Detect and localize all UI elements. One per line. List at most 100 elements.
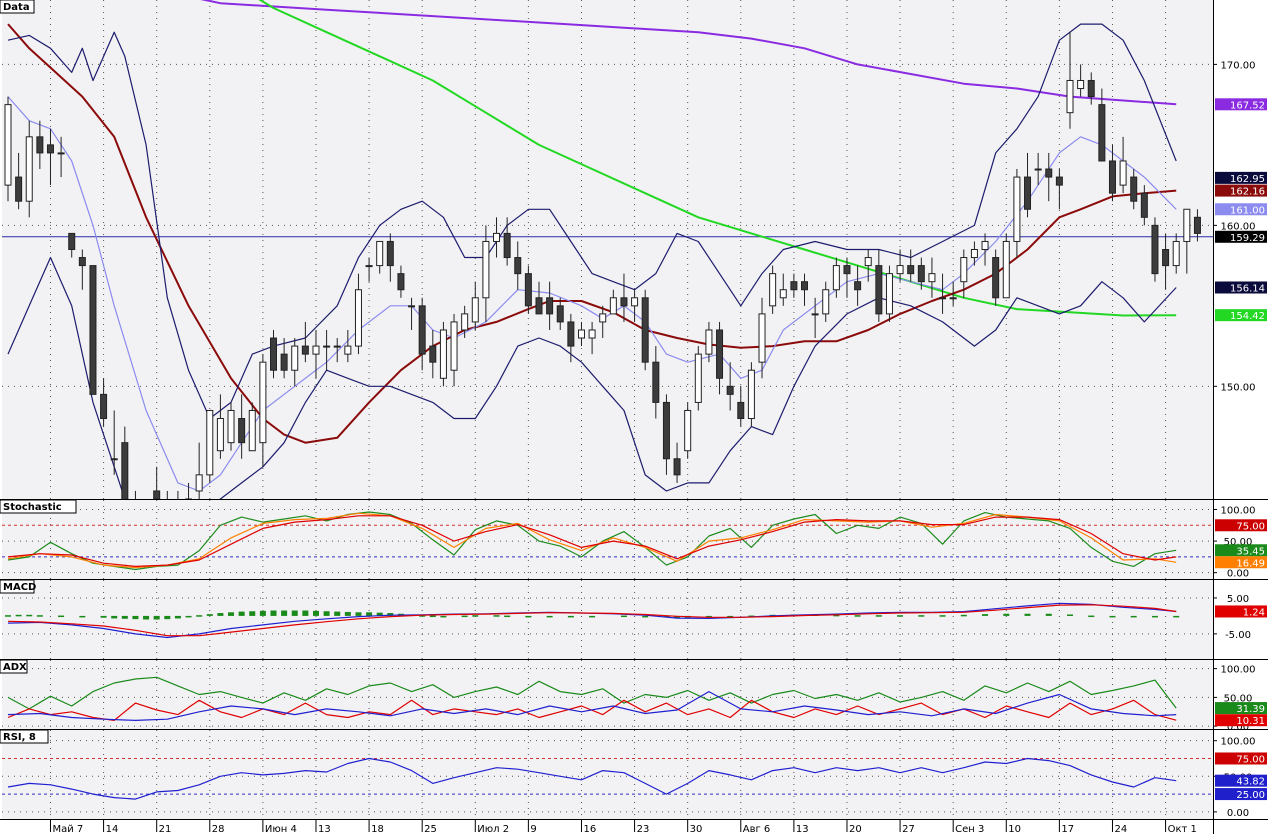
candle-body — [885, 273, 893, 315]
candle — [652, 346, 660, 419]
candle — [535, 281, 543, 315]
candle-body — [206, 409, 214, 476]
candle-body — [493, 232, 501, 242]
candle — [216, 394, 224, 459]
value-badge-label: 156.14 — [1230, 283, 1265, 294]
rsi-axis-area — [1213, 730, 1268, 819]
candle — [1183, 208, 1191, 274]
candle — [843, 257, 851, 298]
x-tick-label: Июн 4 — [265, 824, 297, 834]
macd-histogram-bar — [440, 615, 447, 618]
candle — [1162, 233, 1170, 290]
stoch_slow-line — [7, 515, 1177, 568]
candle — [100, 378, 108, 427]
macd-histogram-bar — [833, 614, 840, 617]
price-plot-area — [2, 0, 1213, 499]
candle — [493, 217, 501, 258]
candle — [864, 249, 872, 282]
y-tick-label: 50.00 — [1224, 537, 1253, 548]
x-tick-label: 17 — [1061, 824, 1074, 834]
x-tick-label: Июл 2 — [477, 824, 509, 834]
candle-body — [1162, 249, 1170, 267]
candle — [1087, 72, 1095, 105]
candle-body — [1119, 160, 1127, 186]
x-tick-label: 20 — [849, 824, 862, 834]
candle — [1034, 152, 1042, 186]
x-axis-area — [0, 820, 1268, 834]
value-badge-label: 31.39 — [1236, 704, 1265, 715]
candle — [386, 233, 394, 282]
candle-body — [323, 345, 331, 348]
candle-body — [535, 297, 543, 315]
candle — [397, 265, 405, 298]
macd-histogram-bar — [376, 612, 383, 616]
macd-histogram-bar — [897, 615, 904, 617]
candle — [641, 289, 649, 371]
candle-body — [652, 361, 660, 403]
candle — [46, 128, 54, 186]
candle-body — [333, 345, 341, 348]
x-tick-label: 18 — [371, 824, 384, 834]
candle-body — [567, 321, 575, 347]
candle-body — [354, 289, 362, 347]
macd-histogram-bar — [312, 610, 319, 616]
candle-body — [397, 273, 405, 291]
macd-histogram-bar — [1024, 613, 1031, 616]
candle — [546, 281, 554, 330]
candle-body — [631, 297, 639, 307]
candle-body — [854, 281, 862, 291]
y-tick-label: 0.00 — [1227, 722, 1249, 733]
macd-title: MACD — [3, 582, 36, 593]
x-tick-label: Май 7 — [52, 824, 83, 834]
macd-histogram-bar — [589, 615, 596, 618]
candle — [365, 257, 373, 282]
candle-body — [482, 240, 490, 299]
candle — [917, 257, 925, 290]
macd-histogram-bar — [960, 614, 967, 617]
candle-body — [291, 345, 299, 371]
macd-histogram-bar — [206, 614, 213, 616]
candle-body — [939, 297, 947, 300]
bands-line — [7, 256, 1177, 499]
candle-body — [1077, 79, 1085, 90]
macd-histogram-bar — [939, 615, 946, 617]
candle-body — [524, 273, 532, 307]
value-badge-label: 25.00 — [1236, 790, 1265, 801]
candle-body — [843, 265, 851, 275]
ma_long-line — [258, 0, 1177, 317]
value-badge — [1215, 171, 1267, 184]
candle-body — [577, 329, 585, 339]
candle — [482, 225, 490, 322]
candle-body — [737, 401, 745, 420]
candle-body — [312, 345, 320, 355]
candle-body — [280, 353, 288, 371]
candle-body — [344, 345, 352, 355]
x-tick-label: 25 — [424, 824, 437, 834]
macd-histogram-bar — [259, 610, 266, 616]
candle — [1098, 88, 1106, 162]
candle — [1140, 185, 1148, 226]
candle — [291, 338, 299, 387]
candle — [227, 402, 235, 451]
candle-body — [301, 345, 309, 355]
candle-body — [673, 458, 681, 476]
candle-body — [1034, 168, 1042, 171]
candle — [524, 265, 532, 314]
value-badge-label: 35.45 — [1236, 546, 1265, 557]
value-badge-label: 154.42 — [1230, 311, 1265, 322]
candle — [301, 321, 309, 363]
candle-body — [599, 313, 607, 323]
candle — [450, 313, 458, 387]
candle-body — [429, 345, 437, 363]
value-badge-label: 75.00 — [1236, 754, 1265, 765]
candle-body — [1013, 176, 1021, 242]
macd-histogram-bar — [238, 611, 245, 616]
x-tick-label: 14 — [106, 824, 119, 834]
candle — [177, 490, 179, 499]
candle — [588, 321, 596, 355]
rsi_line-line — [7, 757, 1177, 800]
macd-histogram-bar — [153, 615, 160, 620]
macd-histogram-bar — [291, 610, 298, 616]
candle — [323, 329, 331, 371]
